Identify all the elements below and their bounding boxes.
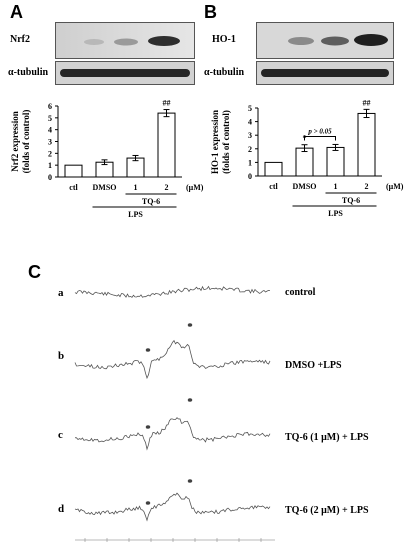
blot-label-tubulin-a: α-tubulin xyxy=(8,67,49,78)
y-tick-label: 0 xyxy=(248,172,252,181)
y-tick-label: 3 xyxy=(248,131,252,140)
blot-tubulin-b xyxy=(256,61,394,85)
x-tick-label: DMSO xyxy=(293,182,317,191)
y-tick-label: 2 xyxy=(48,149,52,158)
x-tick-label: 1 xyxy=(334,182,338,191)
bar-chart-nrf2: 0 1 2 3 4 5 6 Nrf2 expression(folds of control)… xyxy=(10,99,204,219)
trace-letter-b: b xyxy=(58,350,65,362)
unit-label: (μM) xyxy=(386,182,404,191)
trace-control xyxy=(74,285,271,298)
trace-tq6-2 xyxy=(74,492,271,522)
x-tick-label: ctl xyxy=(269,182,278,191)
y-tick-label: 4 xyxy=(48,126,52,135)
panel-letter-c: C xyxy=(28,262,41,282)
y-tick-label: 2 xyxy=(248,145,252,154)
trace-label-control: control xyxy=(285,287,316,298)
x-tick-label: 2 xyxy=(365,182,369,191)
trace-tq6-1 xyxy=(74,417,271,451)
blot-ho1 xyxy=(256,22,394,59)
asterisk-mark: * xyxy=(145,499,151,511)
treatment-label: LPS xyxy=(128,210,143,219)
asterisk-mark: * xyxy=(187,321,193,333)
significance-mark: ## xyxy=(163,99,171,108)
y-tick-label: 5 xyxy=(248,104,252,113)
panel-letter-b: B xyxy=(204,2,217,22)
y-axis-label: Nrf2 expression(folds of control) xyxy=(10,110,31,174)
y-tick-label: 5 xyxy=(48,114,52,123)
trace-label-tq6-1: TQ-6 (1 μM) + LPS xyxy=(285,432,369,443)
x-tick-label: ctl xyxy=(69,183,78,192)
trace-letter-c: c xyxy=(58,429,63,441)
group-label: TQ-6 xyxy=(142,197,160,206)
treatment-label: LPS xyxy=(328,209,343,218)
bar xyxy=(264,161,283,177)
y-tick-label: 0 xyxy=(48,173,52,182)
trace-letter-d: d xyxy=(58,503,65,515)
trace-letter-a: a xyxy=(58,287,64,299)
bar xyxy=(64,164,83,178)
blot-label-tubulin-b: α-tubulin xyxy=(204,67,245,78)
y-tick-label: 4 xyxy=(248,118,252,127)
y-tick-label: 6 xyxy=(48,102,52,111)
trace-label-tq6-2: TQ-6 (2 μM) + LPS xyxy=(285,505,369,516)
blot-label-ho1: HO-1 xyxy=(212,34,236,45)
group-label: TQ-6 xyxy=(342,196,360,205)
blot-label-nrf2: Nrf2 xyxy=(10,34,30,45)
asterisk-mark: * xyxy=(145,423,151,435)
asterisk-mark: * xyxy=(187,396,193,408)
panel-letter-a: A xyxy=(10,2,23,22)
comparison-label: p > 0.05 xyxy=(307,127,332,135)
y-tick-label: 3 xyxy=(48,138,52,147)
comparison-bracket xyxy=(304,135,336,141)
y-axis-label: HO-1 expression(folds of control) xyxy=(210,110,231,174)
asterisk-mark: * xyxy=(145,346,151,358)
blot-nrf2 xyxy=(55,22,195,59)
y-tick-label: 1 xyxy=(248,158,252,167)
significance-mark: ## xyxy=(363,98,371,107)
x-tick-label: 1 xyxy=(134,183,138,192)
x-tick-label: DMSO xyxy=(93,183,117,192)
trace-dmso-lps xyxy=(74,339,271,380)
y-tick-label: 1 xyxy=(48,161,52,170)
trace-label-dmso-lps: DMSO +LPS xyxy=(285,360,342,371)
bar-chart-ho1: 0 1 2 3 4 5 HO-1 expression(folds of control) c… xyxy=(210,98,404,218)
asterisk-mark: * xyxy=(187,477,193,489)
x-tick-label: 2 xyxy=(165,183,169,192)
unit-label: (μM) xyxy=(186,183,204,192)
blot-tubulin-a xyxy=(55,61,195,85)
